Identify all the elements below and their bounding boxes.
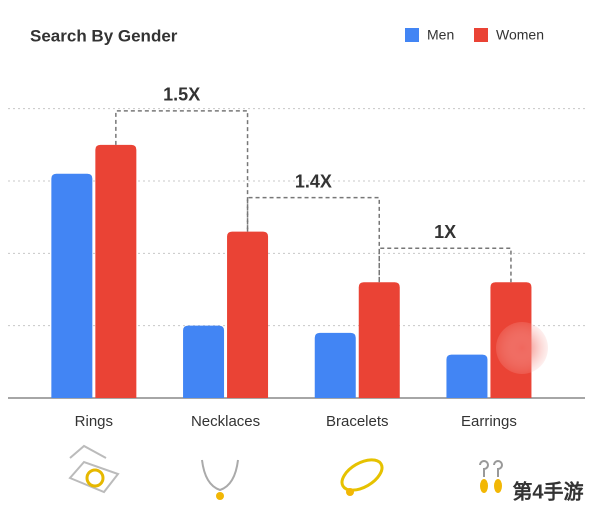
comparison-bracket <box>246 196 380 283</box>
x-tick-label: Earrings <box>461 413 517 430</box>
earrings-icon <box>479 460 503 493</box>
bracelet-icon <box>340 458 384 496</box>
comparison-label: 1.5X <box>163 85 200 105</box>
bar <box>358 282 400 398</box>
bar <box>227 231 269 398</box>
category-icons <box>68 444 503 500</box>
x-tick-label: Rings <box>75 413 113 430</box>
legend-label: Women <box>496 27 544 43</box>
legend-label: Men <box>427 27 454 43</box>
watermark: 第4手游 <box>512 479 583 503</box>
comparison-bracket <box>115 110 249 232</box>
bar <box>183 325 225 398</box>
bar <box>95 144 137 398</box>
legend-swatch <box>474 28 488 42</box>
comparison-bracket <box>378 247 512 283</box>
x-tick-label: Necklaces <box>191 413 260 430</box>
touch-indicator <box>496 322 548 374</box>
comparison-label: 1X <box>434 222 456 242</box>
bar <box>51 173 93 398</box>
bar <box>446 354 488 398</box>
necklace-icon <box>201 459 239 500</box>
chart-title: Search By Gender <box>30 26 178 45</box>
bar <box>314 332 356 398</box>
legend-swatch <box>405 28 419 42</box>
ring-box-icon <box>68 444 120 494</box>
comparison-label: 1.4X <box>295 171 332 191</box>
x-tick-label: Bracelets <box>326 413 389 430</box>
